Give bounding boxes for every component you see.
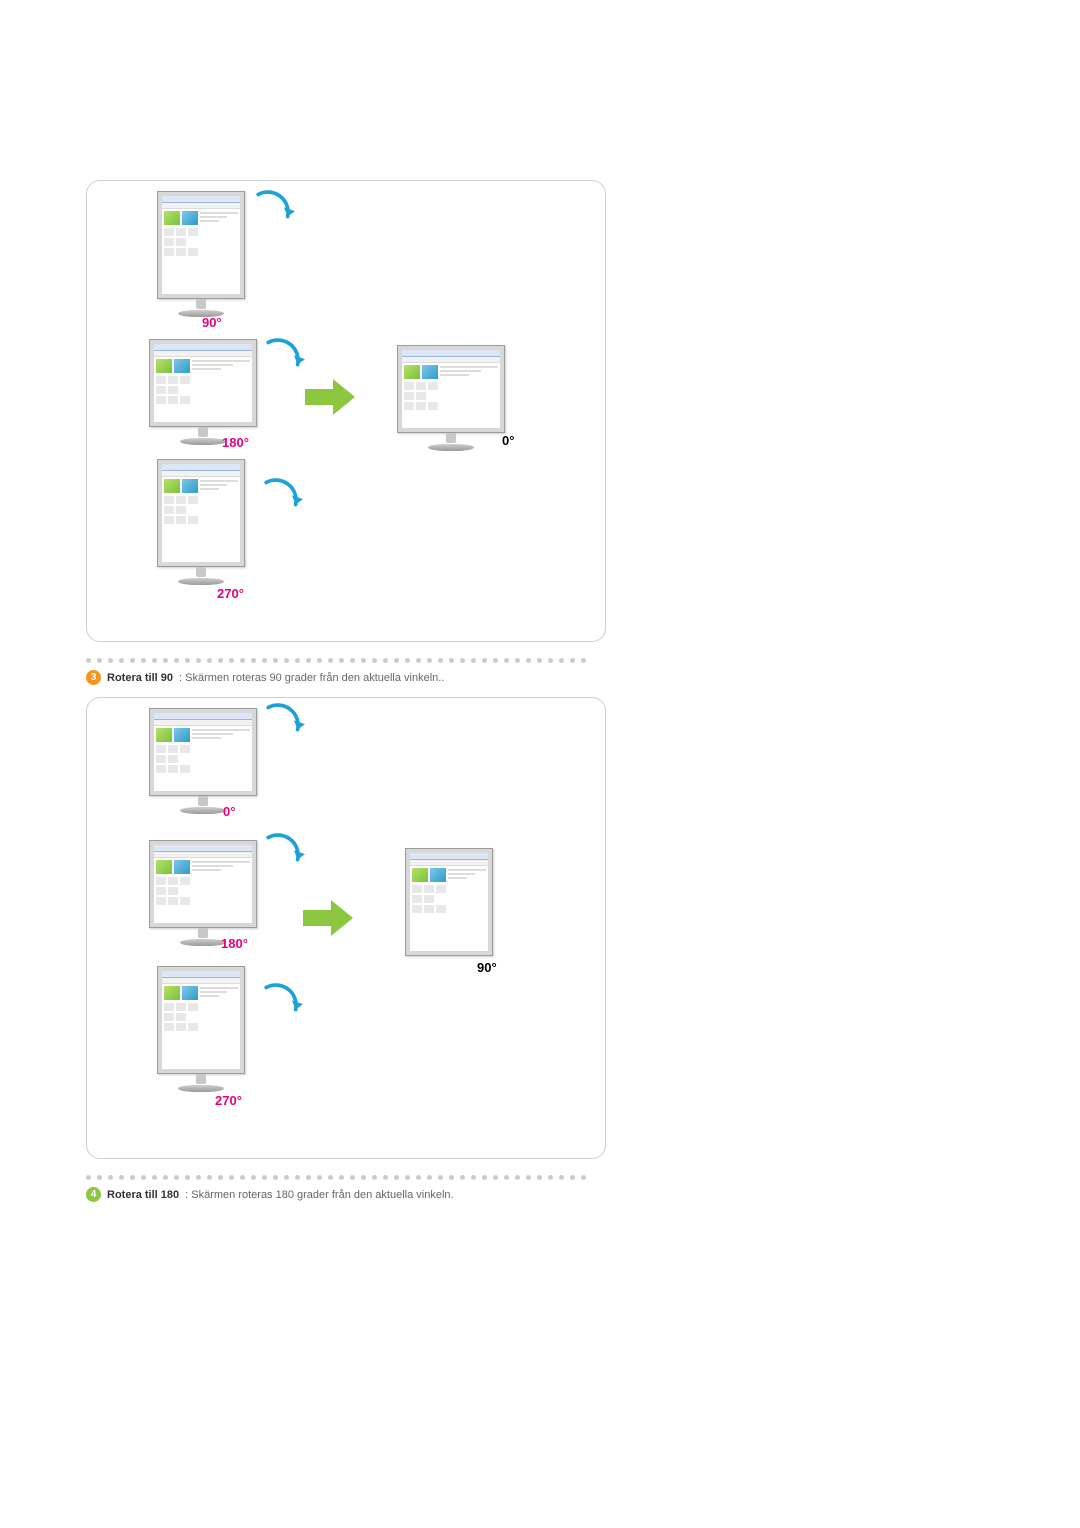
figure-rotate-to-90: 0° 180° 270° 90° <box>86 697 606 1159</box>
angle-label: 90° <box>202 315 222 330</box>
angle-label: 0° <box>502 433 514 448</box>
rotation-arrow-icon <box>249 189 295 235</box>
section-divider <box>86 1171 606 1179</box>
step-3-badge: 3 <box>86 670 101 685</box>
monitor-illustration <box>397 345 505 451</box>
step-4-row: 4 Rotera till 180 : Skärmen roteras 180 … <box>86 1187 606 1202</box>
step-4-number: 4 <box>91 1189 97 1200</box>
angle-label: 0° <box>223 804 235 819</box>
step-3-title: Rotera till 90 <box>107 672 173 684</box>
result-arrow-icon <box>303 377 357 417</box>
monitor-illustration <box>149 840 257 946</box>
figure-rotate-to-0: 90° 180° 270° 0° <box>86 180 606 642</box>
angle-label: 180° <box>221 936 248 951</box>
step-4-desc: : Skärmen roteras 180 grader från den ak… <box>185 1189 453 1201</box>
angle-label: 90° <box>477 960 497 975</box>
rotation-arrow-icon <box>259 832 305 878</box>
angle-label: 270° <box>217 586 244 601</box>
step-3-number: 3 <box>91 672 97 683</box>
monitor-illustration <box>405 848 493 956</box>
result-arrow-icon <box>301 898 355 938</box>
monitor-illustration <box>157 966 245 1092</box>
step-3-row: 3 Rotera till 90 : Skärmen roteras 90 gr… <box>86 670 606 685</box>
step-4-title: Rotera till 180 <box>107 1189 179 1201</box>
angle-label: 180° <box>222 435 249 450</box>
section-divider <box>86 654 606 662</box>
monitor-illustration <box>157 191 245 317</box>
step-4-badge: 4 <box>86 1187 101 1202</box>
rotation-arrow-icon <box>257 477 303 523</box>
angle-label: 270° <box>215 1093 242 1108</box>
rotation-arrow-icon <box>257 982 303 1028</box>
step-3-desc: : Skärmen roteras 90 grader från den akt… <box>179 672 444 684</box>
monitor-illustration <box>149 339 257 445</box>
rotation-arrow-icon <box>259 337 305 383</box>
rotation-arrow-icon <box>259 702 305 748</box>
monitor-illustration <box>149 708 257 814</box>
monitor-illustration <box>157 459 245 585</box>
